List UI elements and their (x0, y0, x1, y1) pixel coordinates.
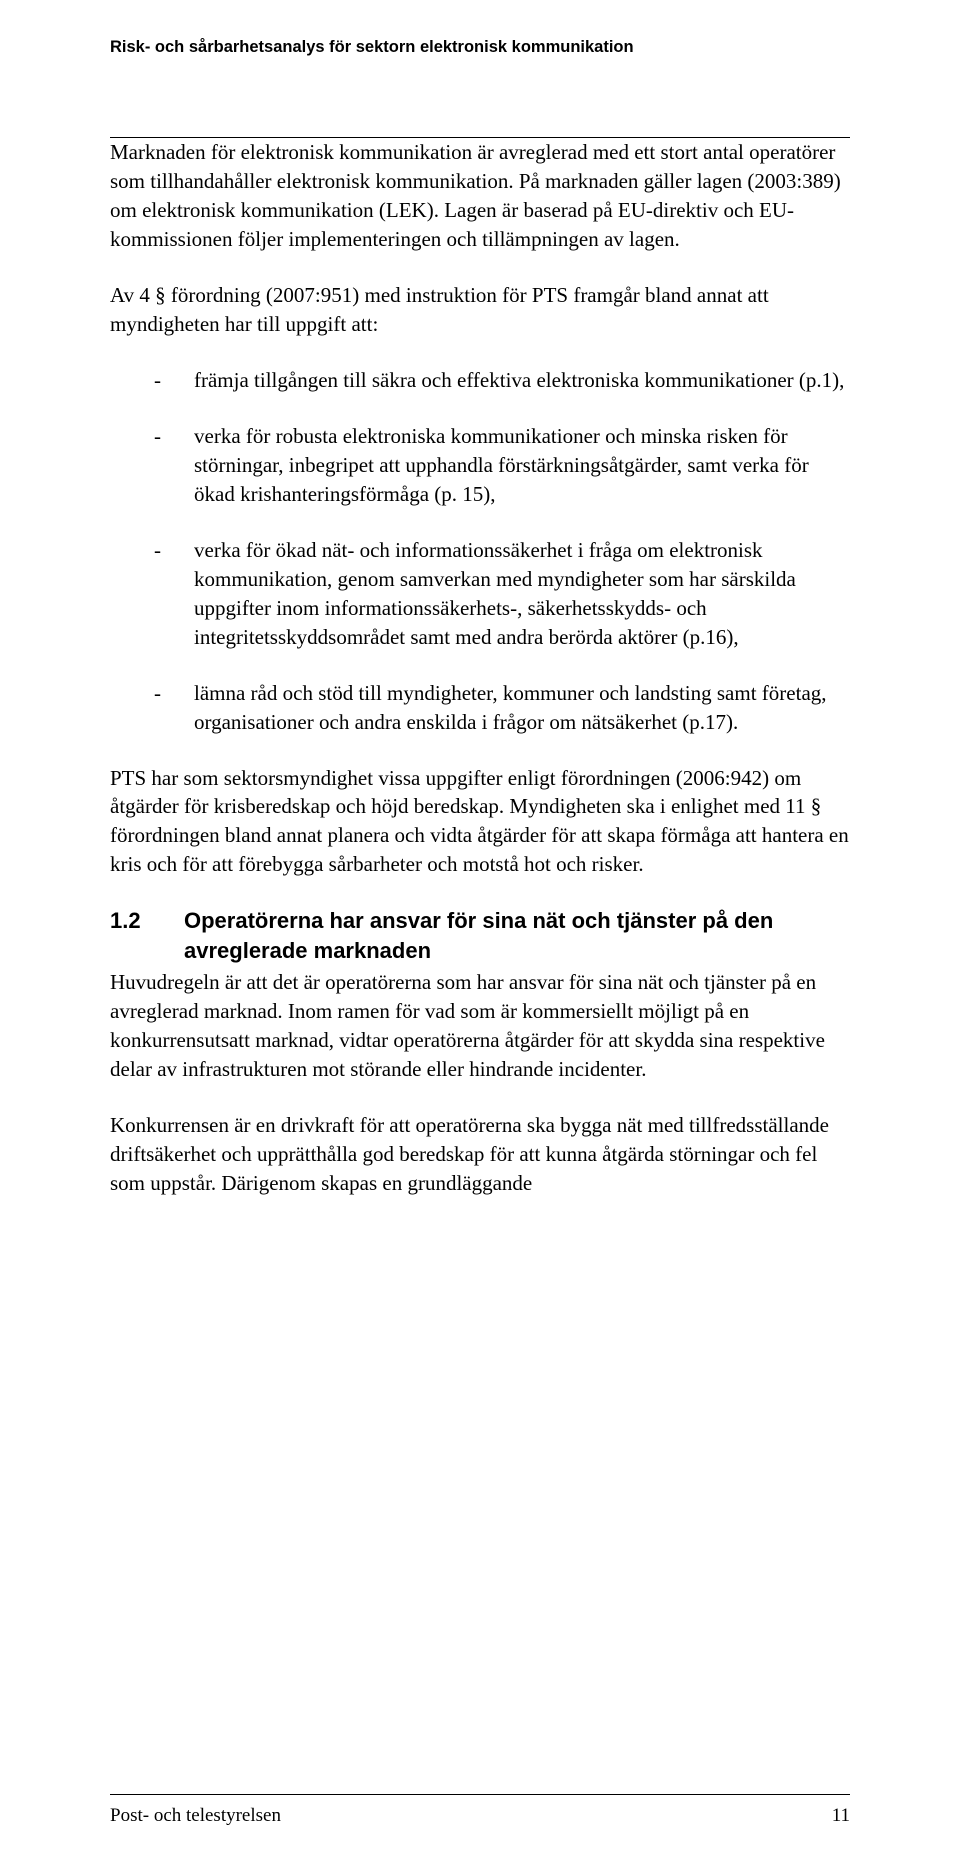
paragraph-pts: PTS har som sektorsmyndighet vissa uppgi… (110, 764, 850, 880)
list-item: - lämna råd och stöd till myndigheter, k… (110, 679, 850, 737)
section-heading-1-2: 1.2 Operatörerna har ansvar för sina nät… (110, 906, 850, 965)
paragraph-intro: Marknaden för elektronisk kommunikation … (110, 138, 850, 254)
footer-rule (110, 1794, 850, 1795)
paragraph-1-2-b: Konkurrensen är en drivkraft för att ope… (110, 1111, 850, 1198)
list-item: - verka för ökad nät- och informationssä… (110, 536, 850, 652)
bullet-text: lämna råd och stöd till myndigheter, kom… (194, 679, 850, 737)
footer-publisher: Post- och telestyrelsen (110, 1805, 281, 1827)
paragraph-task-intro: Av 4 § förordning (2007:951) med instruk… (110, 281, 850, 339)
bullet-dash: - (154, 536, 194, 652)
bullet-dash: - (154, 366, 194, 395)
footer-page-number: 11 (832, 1805, 850, 1827)
bullet-text: främja tillgången till säkra och effekti… (194, 366, 850, 395)
document-body: Marknaden för elektronisk kommunikation … (110, 138, 850, 1198)
bullet-list: - främja tillgången till säkra och effek… (110, 366, 850, 737)
list-item: - verka för robusta elektroniska kommuni… (110, 422, 850, 509)
running-header: Risk- och sårbarhetsanalys för sektorn e… (110, 38, 850, 138)
list-item: - främja tillgången till säkra och effek… (110, 366, 850, 395)
paragraph-1-2-a: Huvudregeln är att det är operatörerna s… (110, 968, 850, 1084)
running-title: Risk- och sårbarhetsanalys för sektorn e… (110, 38, 850, 62)
bullet-text: verka för robusta elektroniska kommunika… (194, 422, 850, 509)
bullet-text: verka för ökad nät- och informationssäke… (194, 536, 850, 652)
section-title: Operatörerna har ansvar för sina nät och… (184, 906, 850, 965)
bullet-dash: - (154, 679, 194, 737)
page-footer: Post- och telestyrelsen 11 (110, 1794, 850, 1827)
section-number: 1.2 (110, 906, 184, 965)
bullet-dash: - (154, 422, 194, 509)
